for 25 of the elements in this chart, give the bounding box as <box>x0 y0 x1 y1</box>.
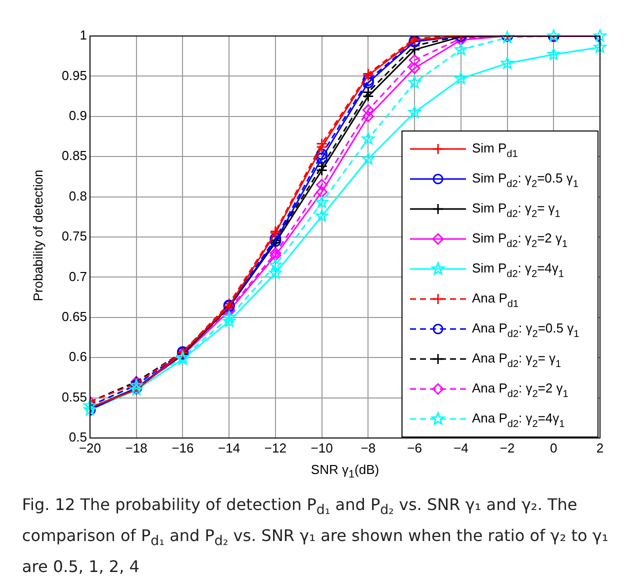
y-tick-label: 0.55 <box>62 389 87 404</box>
x-tick-label: −4 <box>453 440 468 456</box>
x-tick-label: −18 <box>125 440 148 456</box>
y-tick-label: 0.9 <box>68 108 87 123</box>
x-tick-label: −16 <box>172 440 194 456</box>
y-tick-label: 0.75 <box>62 228 87 244</box>
y-tick-label: 0.8 <box>68 188 87 204</box>
x-axis-title: SNR γ$_{1}$(dB) <box>310 462 380 481</box>
y-tick-label: 0.65 <box>62 308 87 324</box>
x-tick-label: −12 <box>264 440 286 456</box>
x-tick-label: 2 <box>596 440 604 456</box>
y-tick-label: 0.7 <box>68 268 87 284</box>
x-tick-label: −14 <box>218 440 240 456</box>
x-tick-label: −8 <box>360 440 376 456</box>
x-tick-label: −10 <box>310 440 333 456</box>
x-tick-label: −6 <box>407 440 422 456</box>
y-tick-label: 0.95 <box>62 68 87 83</box>
y-tick-label: 0.6 <box>68 349 87 364</box>
y-tick-label: 1 <box>80 28 87 43</box>
y-tick-label: 0.5 <box>68 430 87 445</box>
y-axis-title: Probability of detection <box>30 168 46 304</box>
y-tick-label: 0.85 <box>62 148 87 164</box>
x-tick-label: 0 <box>550 440 558 456</box>
x-tick-label: −2 <box>500 440 515 456</box>
text: Fig. 12 The probability of detection P$_{d₁}$ and P$_{d₂}$ vs. SNR γ₁ and γ₂. The comparison of P$_{d₁}$ and P$_{d₂}$ vs. SNR γ₁ are shown when the ratio of γ₂ to γ₁ are 0.5, 1, 2, 4 <box>22 495 608 576</box>
